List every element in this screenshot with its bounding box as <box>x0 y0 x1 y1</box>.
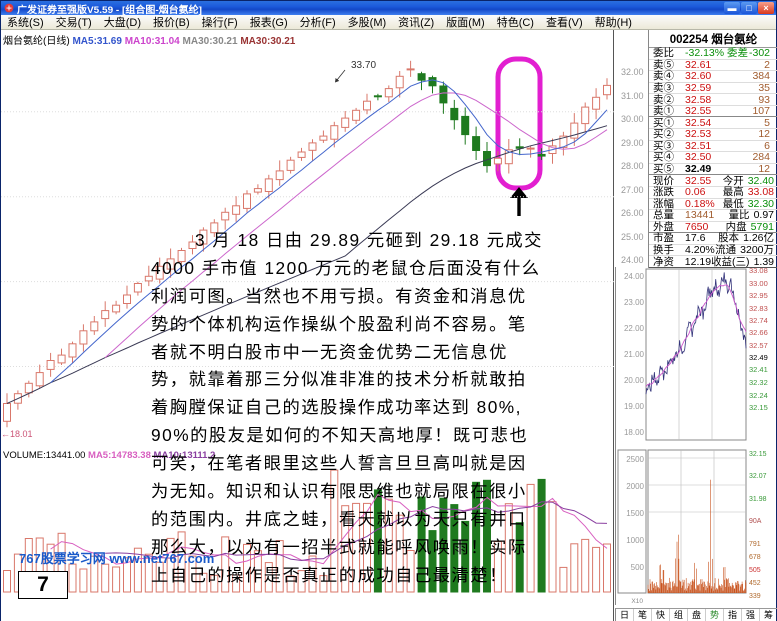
svg-text:33.70: 33.70 <box>351 60 376 71</box>
svg-text:22.00: 22.00 <box>624 324 645 333</box>
svg-text:24.00: 24.00 <box>624 272 645 281</box>
svg-text:32.41: 32.41 <box>749 365 768 374</box>
svg-text:452: 452 <box>749 580 761 587</box>
svg-text:500: 500 <box>631 563 645 572</box>
svg-text:90A: 90A <box>749 518 762 525</box>
svg-text:32.66: 32.66 <box>749 328 768 337</box>
svg-text:32.83: 32.83 <box>749 304 768 313</box>
svg-text:32.57: 32.57 <box>749 341 768 350</box>
svg-text:678: 678 <box>749 554 761 561</box>
svg-text:505: 505 <box>749 567 761 574</box>
svg-text:20.00: 20.00 <box>624 376 645 385</box>
svg-text:339: 339 <box>749 593 761 600</box>
svg-text:33.00: 33.00 <box>749 279 768 288</box>
svg-text:31.98: 31.98 <box>749 496 767 503</box>
svg-text:32.95: 32.95 <box>749 291 768 300</box>
svg-text:32.15: 32.15 <box>749 451 767 458</box>
svg-text:18.00: 18.00 <box>624 428 645 437</box>
svg-text:19.00: 19.00 <box>624 402 645 411</box>
svg-text:2000: 2000 <box>626 482 644 491</box>
svg-text:1500: 1500 <box>626 509 644 518</box>
svg-text:791: 791 <box>749 541 761 548</box>
svg-text:1000: 1000 <box>626 536 644 545</box>
svg-text:32.15: 32.15 <box>749 403 768 412</box>
svg-text:2500: 2500 <box>626 455 644 464</box>
svg-text:32.07: 32.07 <box>749 473 767 480</box>
svg-text:32.32: 32.32 <box>749 378 768 387</box>
svg-text:33.08: 33.08 <box>749 267 768 275</box>
svg-text:21.00: 21.00 <box>624 350 645 359</box>
svg-text:32.49: 32.49 <box>749 353 768 362</box>
svg-text:32.24: 32.24 <box>749 391 768 400</box>
svg-text:X10: X10 <box>631 598 643 605</box>
svg-text:32.74: 32.74 <box>749 316 768 325</box>
svg-text:23.00: 23.00 <box>624 298 645 307</box>
